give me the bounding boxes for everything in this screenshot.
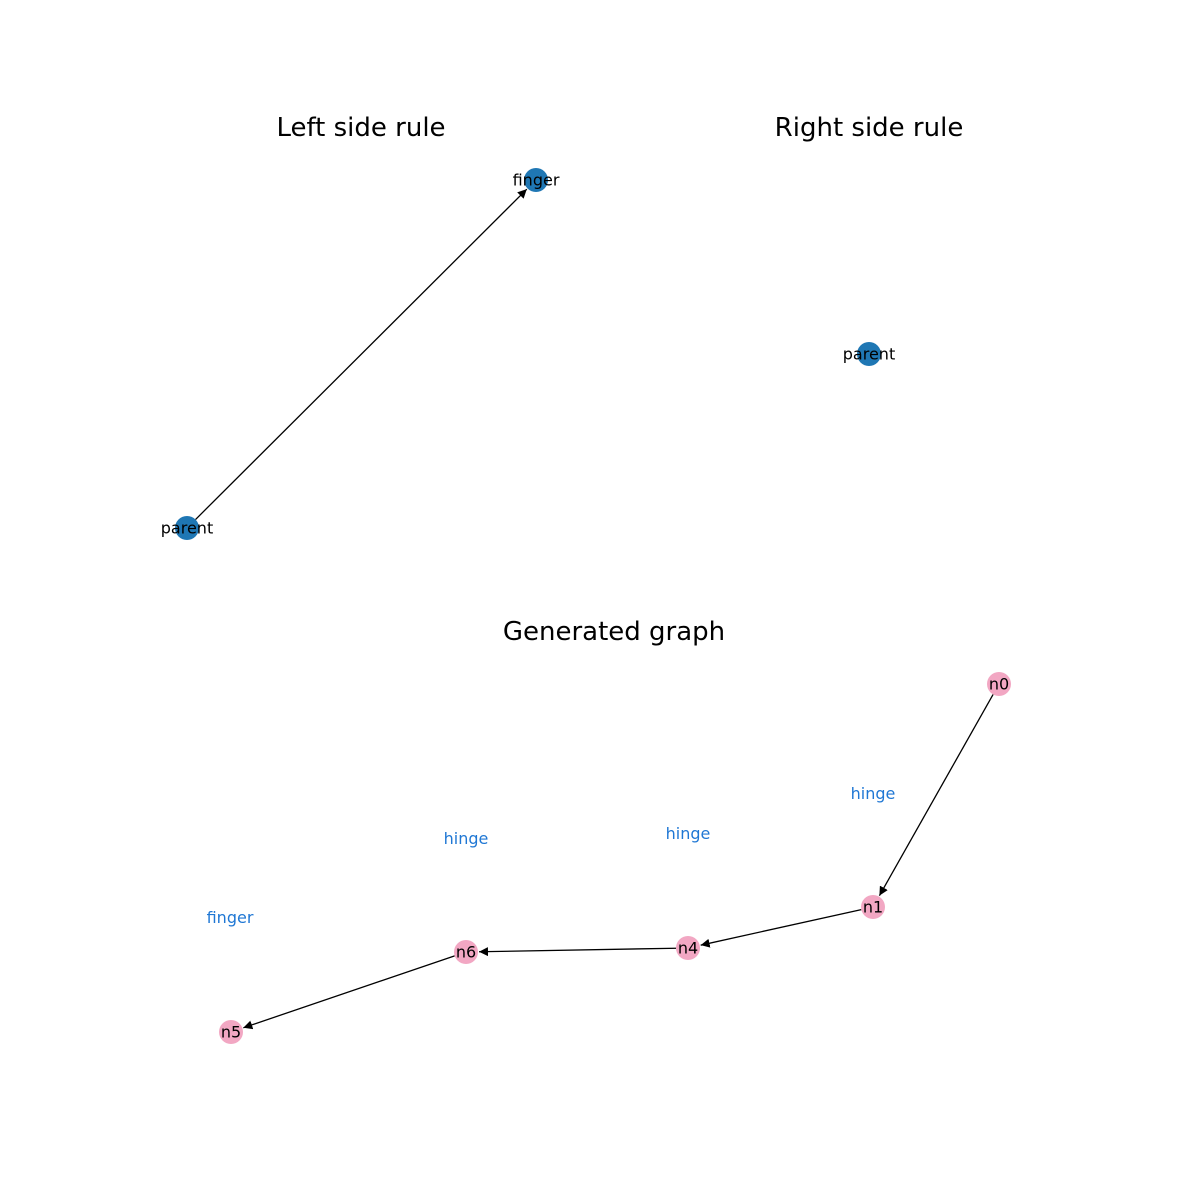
edge-n0-n1 [878,694,994,897]
edge-parent-finger [195,188,528,520]
node-n4 [676,936,700,960]
edge-n6-n5 [243,955,455,1030]
node-parent [175,516,199,540]
generated-panel-title: Generated graph [503,617,725,647]
node-label-n1: n1 [863,898,883,917]
edge-n4-n6 [478,947,677,957]
node-n1 [861,895,885,919]
node-n5 [219,1020,243,1044]
node-finger [524,168,548,192]
node-n6 [454,940,478,964]
node-label-finger: finger [513,171,560,190]
edge-label-n0-n1: hinge [851,784,896,803]
node-n0 [987,672,1011,696]
node-label-n0: n0 [989,675,1009,694]
left-rule-graph: finger parent [161,168,560,540]
left-panel-title: Left side rule [276,113,445,143]
edge-label-n1-n4: hinge [666,824,711,843]
generated-graph: hinge hinge hinge finger n0 n1 n4 n6 n5 [207,672,1011,1044]
node-label-n5: n5 [221,1023,241,1042]
node-label-parent: parent [161,519,213,538]
edge-n1-n4 [700,908,862,948]
node-label-n4: n4 [678,939,698,958]
node-label-parent: parent [843,345,895,364]
right-rule-graph: parent [843,342,895,366]
right-panel-title: Right side rule [775,113,964,143]
edge-label-n6-n5: finger [207,908,254,927]
node-parent [857,342,881,366]
edge-label-n4-n6: hinge [444,829,489,848]
node-label-n6: n6 [456,943,476,962]
